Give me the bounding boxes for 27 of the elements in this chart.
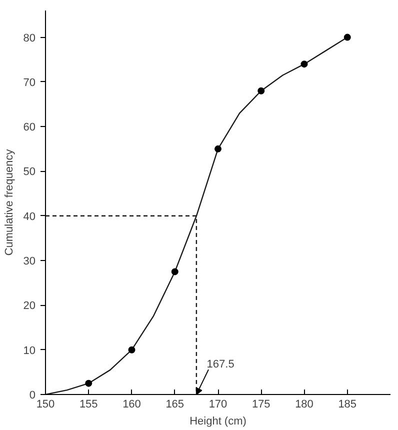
x-tick-label: 170 bbox=[208, 398, 228, 410]
point bbox=[171, 268, 178, 276]
x-tick-label: 165 bbox=[166, 398, 184, 410]
y-tick-label: 30 bbox=[23, 256, 36, 268]
x-tick-label: 185 bbox=[338, 398, 357, 410]
y-tick-label: 50 bbox=[23, 166, 36, 178]
y-tick-label: 10 bbox=[23, 344, 36, 357]
y-tick-label: 20 bbox=[23, 300, 36, 312]
y-tick-label: 40 bbox=[23, 210, 36, 223]
y-tick-label: 80 bbox=[23, 32, 36, 44]
y-axis-title: Cumulative frequency bbox=[3, 148, 16, 256]
annotation: 167.5 bbox=[206, 358, 234, 371]
point bbox=[344, 34, 351, 41]
y-tick-label: 60 bbox=[23, 122, 36, 134]
point bbox=[214, 145, 222, 152]
point bbox=[258, 87, 265, 94]
y-tick-label: 0 bbox=[29, 390, 36, 402]
x-axis-title: Height (cm) bbox=[190, 416, 246, 428]
x-tick-label: 175 bbox=[252, 398, 270, 410]
point bbox=[85, 380, 92, 387]
point bbox=[300, 60, 308, 68]
x-tick-label: 150 bbox=[36, 398, 55, 410]
x-tick-label: 180 bbox=[295, 398, 314, 410]
x-tick-label: 160 bbox=[122, 398, 141, 410]
point bbox=[128, 346, 136, 354]
y-tick-label: 70 bbox=[23, 76, 36, 89]
x-tick-label: 155 bbox=[79, 398, 98, 410]
